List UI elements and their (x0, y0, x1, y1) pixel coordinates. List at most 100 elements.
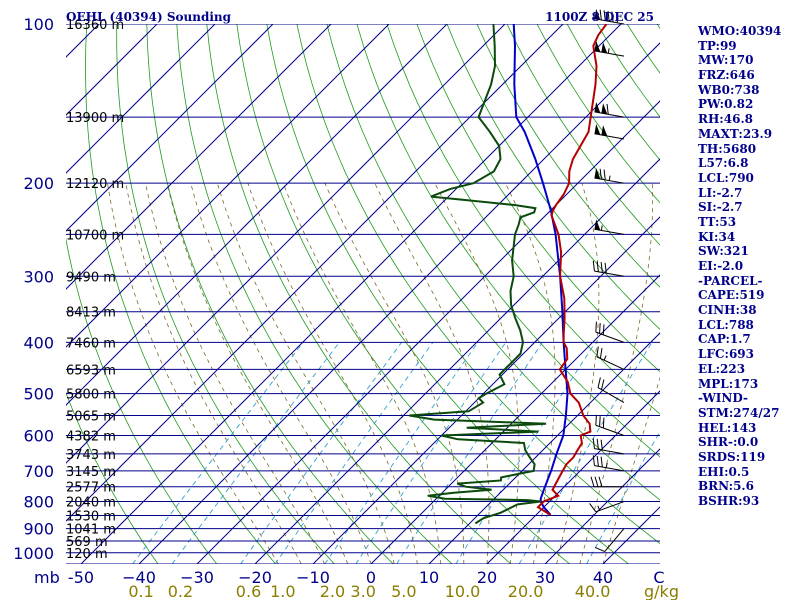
height-label: 5800 m (66, 388, 116, 403)
sounding-index-item: SHR-:0.0 (698, 435, 759, 450)
isotherm-line (544, 448, 660, 564)
isotherm-line (312, 216, 660, 564)
mixing-ratio-tick-label: 0.6 (236, 582, 261, 600)
temperature-extra-label: C (653, 568, 664, 587)
height-label: 3145 m (66, 465, 116, 480)
height-label: 5065 m (66, 410, 116, 425)
wind-barb (594, 102, 625, 118)
pressure-tick-label: 700 (23, 462, 54, 481)
isotherm-line (66, 24, 332, 290)
sounding-index-item: LCL:790 (698, 170, 754, 185)
isotherm-line (66, 24, 274, 232)
dry-adiabat (116, 24, 335, 564)
wind-barb (596, 346, 625, 370)
dry-adiabat (146, 24, 394, 564)
pressure-tick-label: 500 (23, 385, 54, 404)
dewpoint-trace (409, 24, 547, 525)
sounding-index-item: WMO:40394 (698, 24, 782, 38)
height-label: 8413 m (66, 306, 116, 321)
mixing-ratio-line (396, 342, 543, 564)
height-label: 569 m (66, 535, 108, 550)
mixing-ratio-tick-label: 0.1 (128, 582, 153, 600)
station-title: OEHL (40394) Sounding (66, 10, 232, 24)
sounding-index-item: MW:170 (698, 53, 754, 68)
temperature-tick-label: −10 (296, 568, 330, 587)
dry-adiabat (236, 24, 570, 564)
isotherm-line (80, 24, 622, 564)
dry-adiabat (206, 24, 512, 564)
moist-adiabat (166, 183, 349, 564)
sounding-index-item: WB0:738 (698, 82, 760, 97)
dry-adiabat (326, 24, 660, 501)
mixing-ratio-line (274, 342, 434, 564)
sounding-index-item: BSHR:93 (698, 494, 760, 508)
dry-adiabat (176, 24, 453, 564)
dry-adiabat (446, 24, 660, 330)
moist-adiabat (107, 183, 279, 564)
wind-barb (594, 41, 625, 57)
dry-adiabat (356, 24, 660, 458)
moist-adiabat (125, 183, 302, 564)
height-label: 4382 m (66, 429, 116, 444)
isotherm-line (66, 24, 506, 464)
temperature-axis: -50 −40 −30 −20 −10 0 10 20 30 40 (68, 568, 613, 587)
dry-adiabat (85, 24, 276, 564)
sounding-index-item: MPL:173 (698, 376, 759, 391)
sounding-index-item: FRZ:646 (698, 68, 755, 83)
sounding-indices-panel: WMO:40394 TP:99 MW:170 FRZ:646 WB0:738 PW:0.8… (698, 24, 781, 509)
sounding-index-item: LFC:693 (698, 347, 754, 362)
moist-adiabat (282, 183, 441, 564)
wind-barb (592, 455, 625, 472)
moist-adiabat (217, 183, 395, 564)
sounding-index-item: CAPE:519 (698, 288, 765, 303)
temperature-tick-label: 40 (593, 568, 613, 587)
moist-adiabat (602, 376, 660, 564)
wind-barb (595, 321, 625, 343)
pressure-tick-label: 1000 (13, 544, 54, 563)
pressure-tick-label: 400 (23, 333, 54, 352)
pressure-tick-label: 900 (23, 520, 54, 539)
temperature-tick-label: -50 (68, 568, 94, 587)
height-label: 12120 m (66, 177, 124, 192)
height-label: 120 m (66, 547, 108, 562)
height-label: 1530 m (66, 509, 116, 524)
temperature-tick-label: −40 (122, 568, 156, 587)
height-label: 2040 m (66, 496, 116, 511)
dry-adiabat (506, 24, 660, 246)
wind-barb (594, 219, 625, 235)
height-label: 2577 m (66, 481, 116, 496)
temperature-tick-label: −30 (180, 568, 214, 587)
mixing-ratio-units-label: g/kg (644, 582, 679, 600)
dry-adiabat (416, 24, 660, 373)
mixing-ratio-tick-label: 2.0 (320, 582, 345, 600)
wind-barb (592, 438, 625, 455)
moist-adiabat (247, 183, 418, 564)
temperature-tick-label: 10 (419, 568, 439, 587)
pressure-tick-label: 600 (23, 426, 54, 445)
sounding-index-item: PW:0.82 (698, 97, 754, 112)
isobars (66, 24, 660, 564)
dry-adiabats (66, 24, 660, 564)
sounding-index-item: SW:321 (698, 244, 749, 259)
sounding-index-item: -WIND- (698, 391, 748, 406)
sounding-index-item: -PARCEL- (698, 273, 763, 288)
mixing-ratio-tick-label: 1.0 (270, 582, 295, 600)
sounding-index-item: STM:274/27 (698, 405, 780, 420)
height-label: 10700 m (66, 228, 124, 243)
moist-adiabat (145, 183, 325, 564)
moist-adiabat (434, 183, 520, 564)
sounding-index-item: TH:5680 (698, 141, 757, 156)
moist-adiabats (107, 183, 660, 564)
sounding-index-item: LI:-2.7 (698, 185, 743, 200)
isotherm-line (370, 274, 660, 564)
dry-adiabat (66, 391, 159, 564)
isotherm-line (254, 158, 660, 564)
height-label: 1041 m (66, 523, 116, 538)
wind-barb (592, 260, 625, 277)
sounding-index-item: TT:53 (698, 214, 737, 229)
isotherm-line (66, 24, 158, 116)
wind-barb (594, 8, 625, 25)
pressure-tick-label: 300 (23, 267, 54, 286)
wind-barb (597, 377, 625, 404)
wind-barb (594, 123, 625, 140)
